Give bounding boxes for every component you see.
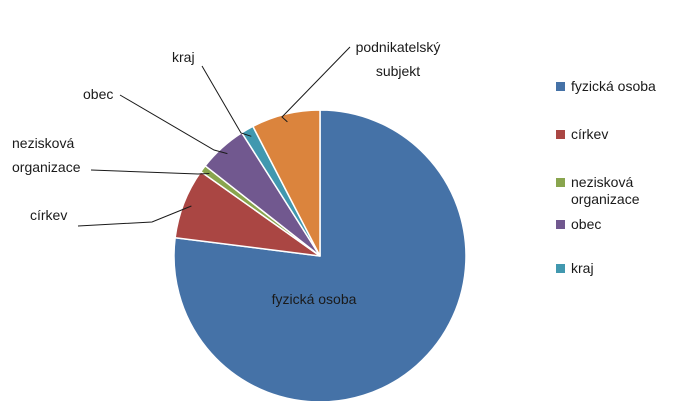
slice-label-neziskova-organizace: nezisková organizace	[12, 135, 81, 175]
slice-label-kraj: kraj	[172, 49, 195, 65]
legend-label-obec: obec	[571, 216, 602, 232]
slice-label-cirkev: církev	[30, 207, 67, 223]
pie-slice-podnikatelsky-subjekt	[251, 109, 321, 257]
legend-label-cirkev: církev	[571, 126, 609, 142]
legend-swatch-fyzicka-osoba	[556, 82, 565, 91]
slices-layer	[173, 109, 467, 401]
slice-label-fyzicka-osoba: fyzická osoba	[272, 291, 357, 307]
legend-label-neziskova-organizace: nezisková organizace	[571, 174, 640, 207]
legend-label-kraj: kraj	[571, 260, 594, 276]
leader-line-neziskova-organizace	[90, 169, 210, 175]
legend-item-obec: obec	[556, 216, 674, 260]
legend: fyzická osoba církev nezisková organizac…	[556, 78, 674, 308]
legend-swatch-neziskova-organizace	[556, 178, 565, 187]
legend-swatch-cirkev	[556, 130, 565, 139]
legend-swatch-kraj	[556, 264, 565, 273]
leader-lines-layer	[77, 46, 351, 227]
leader-line-kraj	[201, 65, 252, 137]
legend-item-neziskova-organizace: nezisková organizace	[556, 174, 674, 222]
leader-line-cirkev	[77, 205, 192, 227]
legend-item-cirkev: církev	[556, 126, 674, 174]
leader-line-podnikatelsky-subjekt	[281, 46, 351, 123]
slice-labels-layer: fyzická osoba církev nezisková organizace ob…	[12, 39, 440, 307]
legend-label-fyzicka-osoba: fyzická osoba	[571, 78, 656, 94]
legend-swatch-obec	[556, 220, 565, 229]
leader-line-obec	[119, 94, 228, 155]
slice-label-podnikatelsky-subjekt: podnikatelský subjekt	[356, 39, 441, 79]
legend-item-fyzicka-osoba: fyzická osoba	[556, 78, 674, 126]
slice-label-obec: obec	[83, 86, 113, 102]
legend-item-kraj: kraj	[556, 260, 674, 308]
